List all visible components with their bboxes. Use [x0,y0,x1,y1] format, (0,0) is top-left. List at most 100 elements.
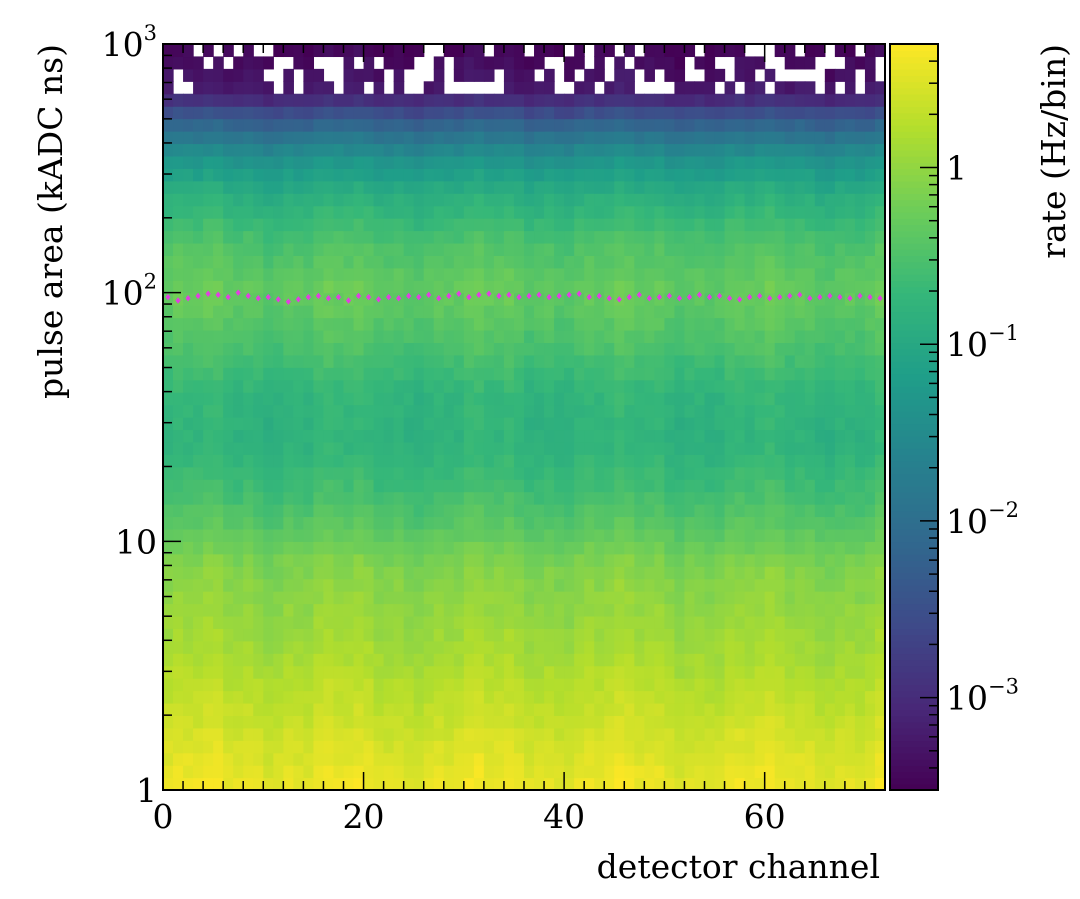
heatmap-cell [764,765,776,779]
heatmap-cell [654,765,665,779]
heatmap-cell [203,218,214,232]
heatmap-cell [804,615,816,629]
heatmap-cell [283,329,294,343]
heatmap-cell [724,466,736,480]
heatmap-cell [554,155,565,169]
heatmap-cell [524,528,535,542]
colorbar-step [890,242,938,250]
heatmap-cell [233,354,244,368]
heatmap-cell [433,441,445,455]
heatmap-cell [584,218,595,232]
heatmap-cell [774,255,786,269]
heatmap-cell [584,230,595,244]
heatmap-cell [433,591,445,605]
heatmap-cell [353,367,365,381]
heatmap-cell [483,628,495,642]
heatmap-cell [764,379,776,393]
heatmap-cell [463,429,475,443]
heatmap-cell [273,690,284,704]
heatmap-cell [483,93,495,107]
heatmap-cell [734,404,746,418]
heatmap-cell [704,578,716,592]
heatmap-cell [313,628,325,642]
heatmap-cell [574,367,585,381]
heatmap-cell [724,566,736,580]
heatmap-cell [363,68,375,82]
heatmap-cell [333,131,345,145]
heatmap-cell [313,180,325,194]
heatmap-cell [173,329,184,343]
heatmap-cell [203,354,214,368]
heatmap-cell [203,106,214,120]
heatmap-cell [163,454,174,468]
heatmap-cell [574,417,585,431]
heatmap-cell [403,44,415,58]
heatmap-cell [353,640,365,654]
heatmap-cell [423,329,435,343]
heatmap-cell [684,205,696,219]
heatmap-cell [363,230,375,244]
heatmap-cell [724,591,736,605]
heatmap-cell [473,640,485,654]
heatmap-cell [714,255,726,269]
heatmap-cell [524,628,535,642]
heatmap-cell [544,740,555,754]
heatmap-cell [453,342,465,356]
heatmap-cell [874,454,886,468]
heatmap-cell [513,342,525,356]
heatmap-cell [323,242,335,256]
heatmap-cell [734,417,746,431]
heatmap-cell [704,690,716,704]
colorbar-step [890,75,938,83]
heatmap-cell [784,566,796,580]
heatmap-cell [644,118,655,132]
heatmap-cell [343,491,355,505]
heatmap-cell [473,566,485,580]
heatmap-cell [453,218,465,232]
heatmap-cell [493,454,505,468]
heatmap-cell [263,553,274,567]
heatmap-cell [654,354,665,368]
z-tick-label: 1 [946,149,967,188]
heatmap-cell [654,528,665,542]
heatmap-cell [433,168,445,182]
heatmap-cell [203,143,214,157]
heatmap-cell [393,342,405,356]
heatmap-cell [243,566,254,580]
heatmap-cell [824,205,836,219]
heatmap-cell [764,392,776,406]
heatmap-cell [524,678,535,692]
heatmap-cell [203,479,214,493]
heatmap-cell [734,740,746,754]
heatmap-cell [383,702,395,716]
heatmap-cell [433,218,445,232]
heatmap-cell [423,665,435,679]
heatmap-cell [644,603,655,617]
heatmap-cell [453,168,465,182]
heatmap-cell [624,640,635,654]
heatmap-cell [564,491,575,505]
heatmap-cell [564,504,575,518]
heatmap-cell [433,155,445,169]
heatmap-cell [694,740,706,754]
heatmap-cell [744,765,756,779]
heatmap-cell [774,678,786,692]
heatmap-cell [524,640,535,654]
heatmap-cell [664,168,676,182]
heatmap-cell [874,504,886,518]
heatmap-cell [664,516,676,530]
heatmap-cell [684,155,696,169]
heatmap-cell [804,528,816,542]
heatmap-cell [203,168,214,182]
heatmap-cell [664,267,676,281]
heatmap-cell [614,280,625,294]
heatmap-cell [844,329,856,343]
heatmap-cell [694,528,706,542]
heatmap-cell [273,106,284,120]
heatmap-cell [163,665,174,679]
heatmap-cell [243,143,254,157]
heatmap-cell [413,242,425,256]
heatmap-cell [744,441,756,455]
heatmap-cell [804,553,816,567]
heatmap-cell [634,417,645,431]
